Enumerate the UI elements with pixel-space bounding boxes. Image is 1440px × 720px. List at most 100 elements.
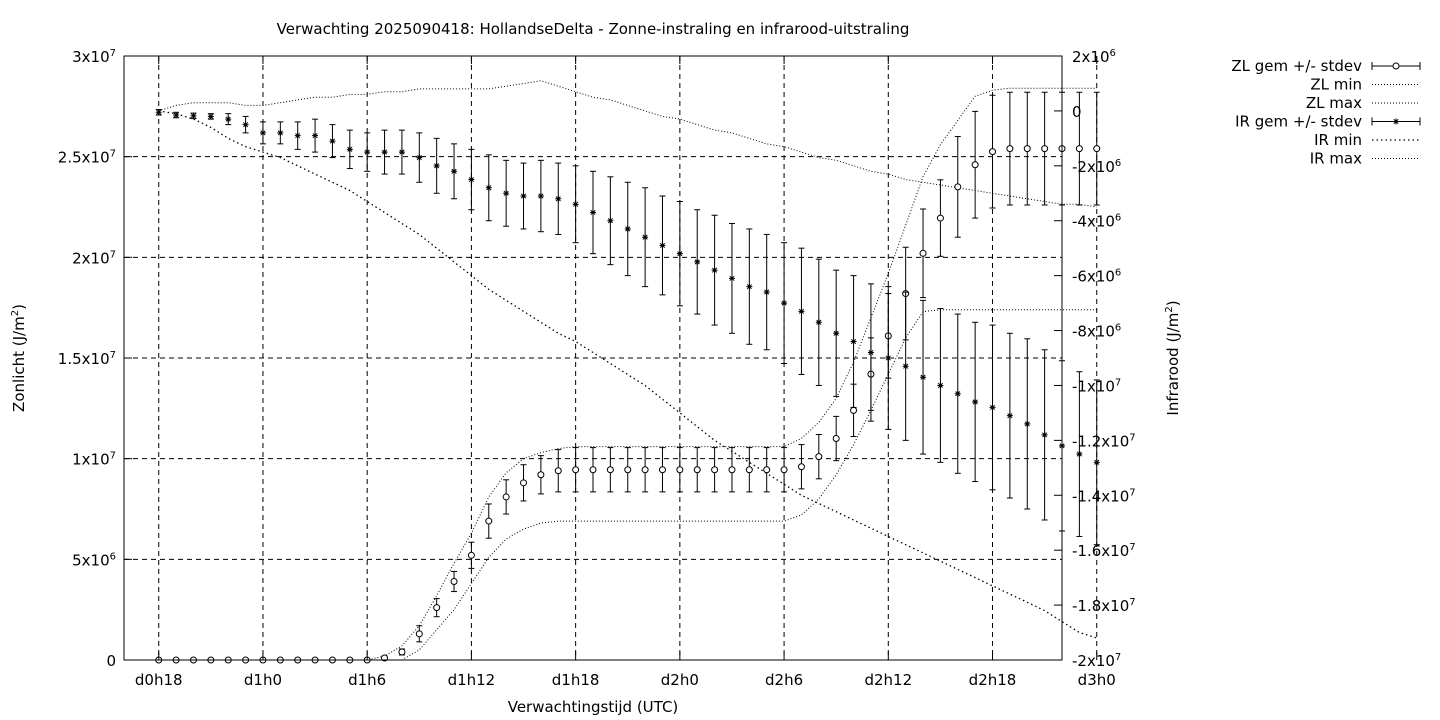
zl-point <box>415 625 423 643</box>
right-tick-label: 0 <box>1072 103 1082 121</box>
ir-point <box>642 187 649 288</box>
right-axis-ticks: 2x106 0 -2x106 -4x106 -6x106 -8x106 -1x107 -1.2… <box>1054 48 1136 670</box>
ir-point <box>902 291 909 441</box>
min-max-curves <box>158 80 1097 661</box>
legend-entry: IR gem +/- stdev <box>1235 113 1421 131</box>
x-axis-label: Verwachtingstijd (UTC) <box>508 698 679 716</box>
ir-point <box>937 308 944 463</box>
zl-point <box>989 94 997 209</box>
legend-entry: ZL max <box>1306 94 1420 112</box>
zl-point <box>1023 91 1031 206</box>
ir-point <box>520 162 527 230</box>
legend-label: IR min <box>1314 131 1362 149</box>
right-tick-label: -2x107 <box>1072 652 1121 670</box>
legend-label: ZL min <box>1310 76 1362 94</box>
left-tick-label: 1.5x107 <box>58 350 116 368</box>
legend-entry: ZL gem +/- stdev <box>1231 57 1421 75</box>
x-tick-label: d1h12 <box>448 671 496 689</box>
ir-point <box>659 195 666 296</box>
zl-point <box>676 447 684 493</box>
ir-point <box>1006 332 1013 499</box>
legend-label: IR max <box>1310 150 1362 168</box>
ir-point <box>920 299 927 455</box>
ir-point <box>468 148 475 211</box>
ir-point <box>277 121 284 145</box>
zl-point <box>832 415 840 462</box>
error-bar-series <box>155 91 1101 664</box>
zl-point <box>624 447 632 493</box>
ir-point <box>398 129 405 175</box>
right-tick-label: 2x106 <box>1072 48 1116 66</box>
left-tick-label: 2.5x107 <box>58 149 116 167</box>
chart-title: Verwachting 2025090418: HollandseDelta -… <box>277 20 910 38</box>
ir-point <box>503 159 510 227</box>
ir-point <box>259 121 266 145</box>
right-tick-label: -1.2x107 <box>1072 432 1136 450</box>
left-tick-label: 3x107 <box>72 48 116 66</box>
zl-point <box>589 447 597 493</box>
ir-point <box>312 118 319 153</box>
x-tick-label: d1h6 <box>348 671 386 689</box>
left-tick-label: 1x107 <box>72 451 116 469</box>
zl-point <box>954 136 962 238</box>
zl-point <box>502 479 510 515</box>
ir-point <box>989 324 996 491</box>
zl-point <box>745 447 753 493</box>
zl-point <box>919 208 927 299</box>
x-tick-label: d2h0 <box>661 671 699 689</box>
ir-point <box>329 124 336 159</box>
zl-point <box>1075 91 1083 206</box>
ir-point <box>364 132 371 172</box>
zl-point <box>1006 91 1014 206</box>
right-tick-label: -1.6x107 <box>1072 542 1136 560</box>
right-tick-label: -4x106 <box>1072 213 1121 231</box>
x-tick-label: d2h18 <box>969 671 1017 689</box>
legend-label: IR gem +/- stdev <box>1235 113 1362 131</box>
left-tick-label: 0 <box>106 652 116 670</box>
x-tick-label: d2h6 <box>765 671 803 689</box>
zl-point <box>554 449 562 493</box>
right-tick-label: -8x106 <box>1072 323 1121 341</box>
zl-point <box>398 648 406 656</box>
ir-point <box>1076 371 1083 537</box>
ir-point <box>381 129 388 175</box>
ir-point <box>798 247 805 375</box>
ir-point <box>433 137 440 194</box>
ir-point <box>763 233 770 351</box>
zl-point <box>1041 91 1049 206</box>
ir-point <box>155 109 162 116</box>
zl-point <box>815 434 823 480</box>
zl-point <box>537 455 545 495</box>
right-tick-label: -6x106 <box>1072 268 1121 286</box>
ir-point <box>225 113 232 126</box>
zl-point <box>780 447 788 493</box>
ir-point <box>728 222 735 334</box>
left-tick-label: 2x107 <box>72 249 116 267</box>
ir-point <box>972 321 979 483</box>
right-tick-label: -1x107 <box>1072 377 1121 395</box>
ir-point <box>242 115 249 134</box>
ir-point <box>781 242 788 364</box>
ir-point <box>485 154 492 222</box>
curve-zl-max <box>158 87 1097 661</box>
zl-point <box>936 179 944 257</box>
ir-point <box>607 176 614 266</box>
ir-point <box>954 313 961 474</box>
ir-point <box>1041 349 1048 521</box>
x-tick-label: d2h12 <box>864 671 912 689</box>
ir-point <box>850 275 857 408</box>
zl-point <box>763 447 771 493</box>
ir-point <box>833 269 840 397</box>
zl-point <box>433 598 441 618</box>
ir-point <box>624 181 631 277</box>
zl-point <box>658 447 666 493</box>
ir-point <box>1093 379 1100 546</box>
left-axis-ticks: 0 5x106 1x107 1.5x107 2x107 2.5x107 3x107 <box>58 48 132 670</box>
ir-point <box>416 132 423 183</box>
zl-point <box>728 447 736 493</box>
ir-point <box>346 129 353 170</box>
zl-point <box>797 444 805 490</box>
right-tick-label: -1.8x107 <box>1072 597 1136 615</box>
ir-point <box>537 159 544 233</box>
